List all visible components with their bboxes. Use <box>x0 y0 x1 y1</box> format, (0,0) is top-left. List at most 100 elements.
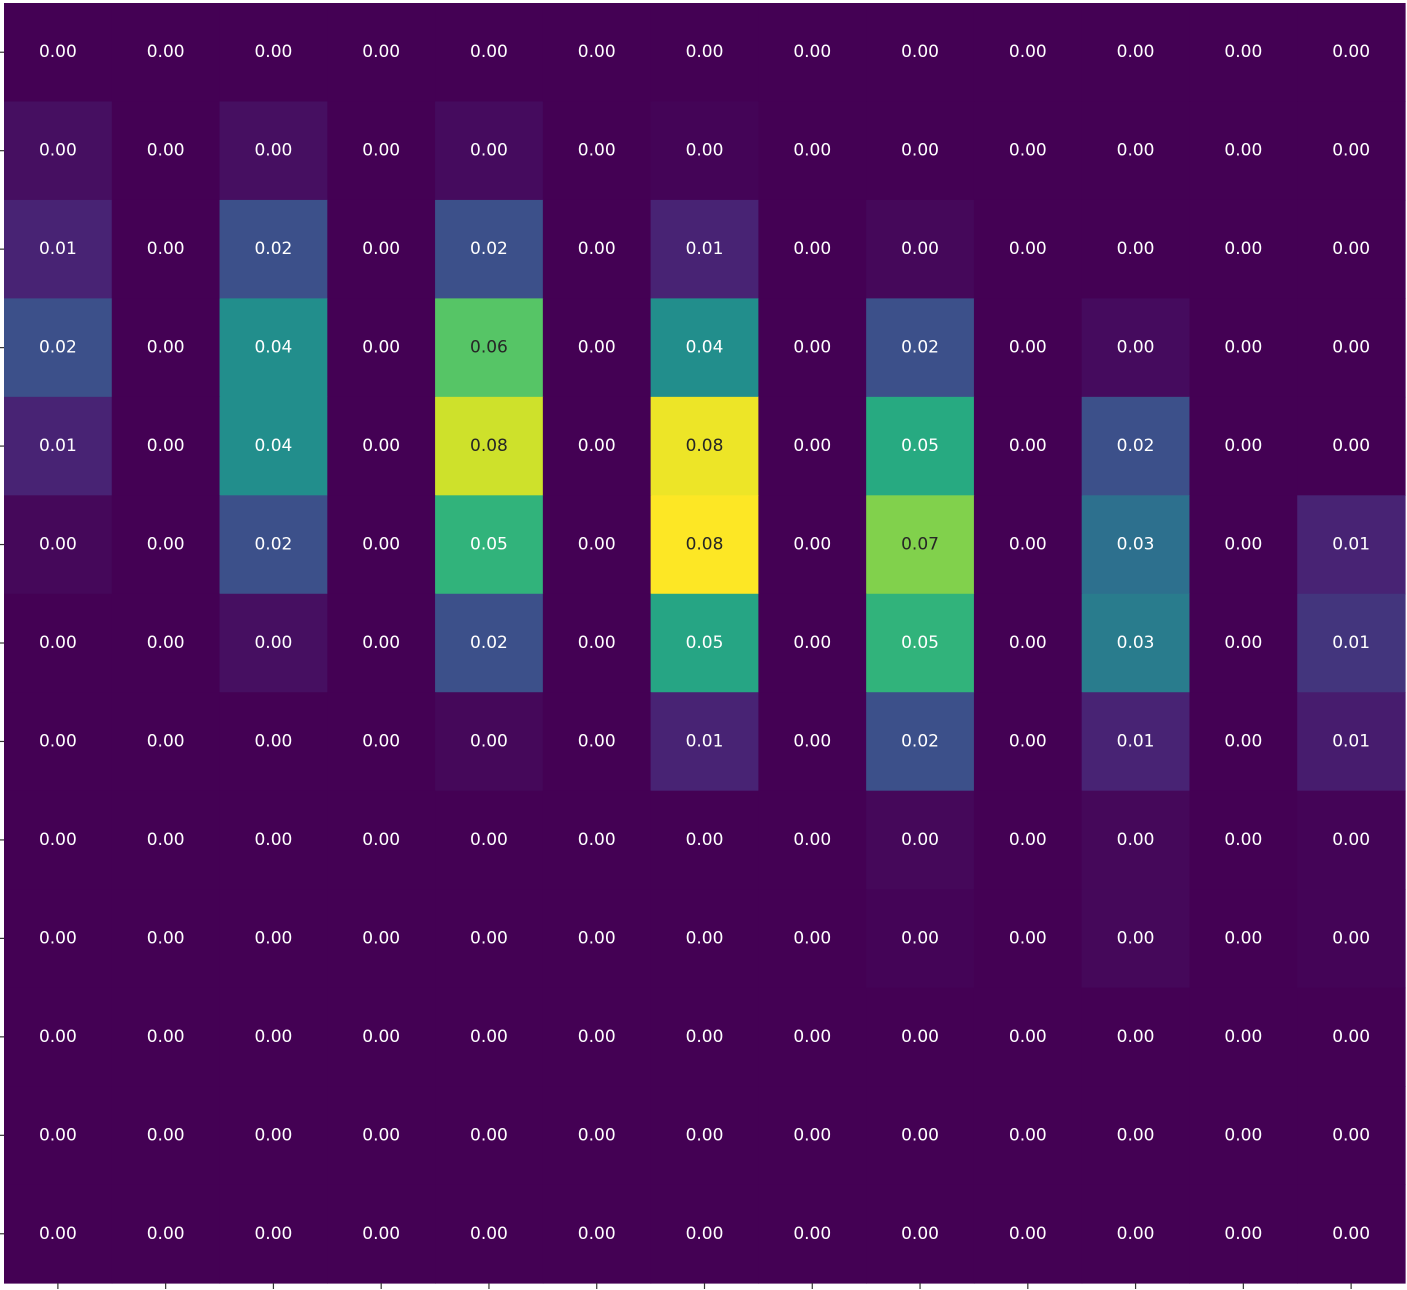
heatmap-cell-label-r3-c6: 0.04 <box>686 338 724 358</box>
heatmap-cell-label-r12-c5: 0.00 <box>578 1224 616 1244</box>
heatmap-cell-r0-c8 <box>866 3 975 103</box>
heatmap-cell-label-r4-c11: 0.00 <box>1224 436 1262 456</box>
heatmap-cell-label-r4-c5: 0.00 <box>578 436 616 456</box>
heatmap-cell-r1-c2 <box>219 101 328 201</box>
heatmap-cell-label-r5-c6: 0.08 <box>686 535 724 555</box>
heatmap-cell-r6-c11 <box>1189 593 1298 693</box>
heatmap-cell-r2-c2 <box>219 199 328 299</box>
heatmap-cell-label-r2-c6: 0.01 <box>686 239 724 259</box>
heatmap-cell-r4-c10 <box>1081 396 1191 496</box>
heatmap-cell-r9-c12 <box>1297 889 1406 989</box>
heatmap-cell-r8-c4 <box>435 790 544 890</box>
heatmap-cell-label-r11-c3: 0.00 <box>362 1125 400 1145</box>
heatmap-cell-r3-c8 <box>866 298 975 398</box>
heatmap-cell-label-r5-c8: 0.07 <box>901 535 939 555</box>
heatmap-cell-r5-c11 <box>1189 495 1298 595</box>
heatmap-cell-r9-c3 <box>327 889 436 989</box>
heatmap-cell-label-r5-c10: 0.03 <box>1117 535 1155 555</box>
heatmap-cell-label-r8-c10: 0.00 <box>1117 830 1155 850</box>
heatmap-cell-r12-c5 <box>542 1184 652 1284</box>
heatmap-cell-r0-c6 <box>650 3 759 103</box>
heatmap-cell-label-r2-c3: 0.00 <box>362 239 400 259</box>
heatmap-cell-r12-c3 <box>327 1184 436 1284</box>
heatmap-cell-r6-c9 <box>973 593 1083 693</box>
heatmap-cell-label-r5-c11: 0.00 <box>1224 535 1262 555</box>
heatmap-cell-label-r6-c2: 0.00 <box>254 633 292 653</box>
heatmap-cell-r4-c7 <box>758 396 867 496</box>
heatmap-cell-r6-c12 <box>1297 593 1406 693</box>
heatmap-cell-r4-c6 <box>650 396 759 496</box>
heatmap-cell-label-r2-c1: 0.00 <box>147 239 185 259</box>
heatmap-cell-label-r6-c5: 0.00 <box>578 633 616 653</box>
heatmap-cell-label-r8-c12: 0.00 <box>1332 830 1370 850</box>
heatmap-cell-r7-c8 <box>866 692 975 792</box>
heatmap-cell-r7-c4 <box>435 692 544 792</box>
heatmap-cell-r4-c9 <box>973 396 1083 496</box>
heatmap-cell-label-r10-c12: 0.00 <box>1332 1027 1370 1047</box>
heatmap-cell-label-r9-c7: 0.00 <box>793 928 831 948</box>
heatmap-cell-r10-c0 <box>4 987 113 1087</box>
heatmap-cell-label-r4-c2: 0.04 <box>254 436 292 456</box>
heatmap-cell-r0-c7 <box>758 3 867 103</box>
heatmap-cell-r6-c10 <box>1081 593 1191 693</box>
heatmap-cell-label-r0-c0: 0.00 <box>39 42 77 62</box>
heatmap-cell-r0-c9 <box>973 3 1083 103</box>
heatmap-cell-r8-c7 <box>758 790 867 890</box>
heatmap-cell-r7-c10 <box>1081 692 1191 792</box>
heatmap-cell-r12-c4 <box>435 1184 544 1284</box>
heatmap-cell-label-r7-c5: 0.00 <box>578 731 616 751</box>
heatmap-cell-label-r8-c2: 0.00 <box>254 830 292 850</box>
heatmap-cell-label-r4-c10: 0.02 <box>1117 436 1155 456</box>
heatmap-cell-r9-c11 <box>1189 889 1298 989</box>
heatmap-cell-label-r2-c5: 0.00 <box>578 239 616 259</box>
heatmap-cell-r6-c2 <box>219 593 328 693</box>
heatmap-cell-label-r6-c10: 0.03 <box>1117 633 1155 653</box>
heatmap-cell-label-r4-c1: 0.00 <box>147 436 185 456</box>
heatmap-cell-r0-c1 <box>111 3 221 103</box>
heatmap-cell-r7-c7 <box>758 692 867 792</box>
heatmap-cell-label-r9-c3: 0.00 <box>362 928 400 948</box>
heatmap-cell-r1-c6 <box>650 101 759 201</box>
heatmap-cell-r2-c7 <box>758 199 867 299</box>
heatmap-cell-label-r8-c3: 0.00 <box>362 830 400 850</box>
heatmap-cell-label-r6-c12: 0.01 <box>1332 633 1370 653</box>
heatmap-cell-label-r2-c9: 0.00 <box>1009 239 1047 259</box>
heatmap-cell-r11-c7 <box>758 1086 867 1186</box>
heatmap-cell-label-r1-c2: 0.00 <box>254 141 292 161</box>
heatmap-cell-r3-c10 <box>1081 298 1191 398</box>
heatmap-cell-r4-c1 <box>111 396 221 496</box>
heatmap-cell-label-r3-c5: 0.00 <box>578 338 616 358</box>
heatmap-cell-label-r6-c0: 0.00 <box>39 633 77 653</box>
heatmap-cell-label-r12-c0: 0.00 <box>39 1224 77 1244</box>
heatmap-cell-label-r9-c11: 0.00 <box>1224 928 1262 948</box>
heatmap-cell-label-r0-c12: 0.00 <box>1332 42 1370 62</box>
heatmap-cell-label-r4-c8: 0.05 <box>901 436 939 456</box>
heatmap-cell-r5-c5 <box>542 495 652 595</box>
heatmap-cell-r1-c7 <box>758 101 867 201</box>
heatmap-cell-r8-c10 <box>1081 790 1191 890</box>
heatmap-cell-r2-c11 <box>1189 199 1298 299</box>
heatmap-cell-r5-c10 <box>1081 495 1191 595</box>
heatmap-cell-r0-c0 <box>4 3 113 103</box>
heatmap-cell-label-r6-c7: 0.00 <box>793 633 831 653</box>
heatmap-cell-r8-c9 <box>973 790 1083 890</box>
heatmap-cell-r11-c0 <box>4 1086 113 1186</box>
heatmap-cell-label-r12-c4: 0.00 <box>470 1224 508 1244</box>
heatmap-cell-label-r11-c4: 0.00 <box>470 1125 508 1145</box>
heatmap-cell-r11-c1 <box>111 1086 221 1186</box>
heatmap-cell-r9-c6 <box>650 889 759 989</box>
y-axis-ticks <box>0 51 4 1235</box>
heatmap-cell-label-r4-c0: 0.01 <box>39 436 77 456</box>
heatmap-cell-labels: 0.00 0.00 0.00 0.00 0.00 0.00 0.00 0.00 0.00 0.00… <box>39 42 1370 1244</box>
heatmap-cell-label-r11-c8: 0.00 <box>901 1125 939 1145</box>
heatmap-cell-label-r5-c7: 0.00 <box>793 535 831 555</box>
heatmap-cell-label-r4-c3: 0.00 <box>362 436 400 456</box>
heatmap-cell-label-r5-c3: 0.00 <box>362 535 400 555</box>
heatmap-cell-r3-c1 <box>111 298 221 398</box>
heatmap-cell-label-r1-c10: 0.00 <box>1117 141 1155 161</box>
heatmap-cell-r10-c6 <box>650 987 759 1087</box>
heatmap-cell-r1-c1 <box>111 101 221 201</box>
heatmap-cell-label-r0-c2: 0.00 <box>254 42 292 62</box>
heatmap-cell-label-r12-c8: 0.00 <box>901 1224 939 1244</box>
heatmap-cell-label-r5-c4: 0.05 <box>470 535 508 555</box>
